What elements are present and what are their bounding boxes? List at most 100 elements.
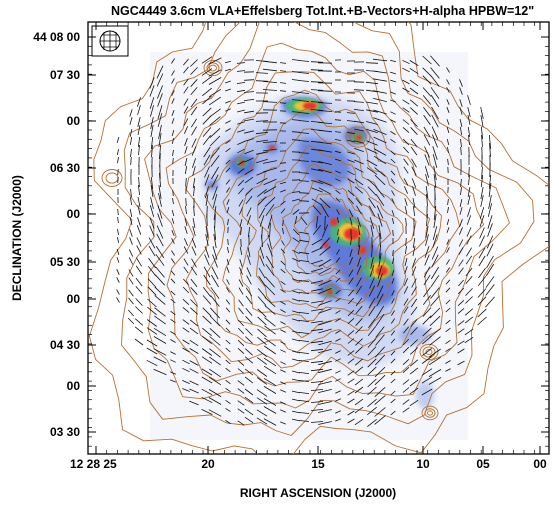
b-vector — [150, 176, 154, 190]
b-vector — [421, 356, 433, 364]
b-vector — [320, 237, 330, 249]
b-vector — [390, 138, 396, 144]
b-vector — [298, 360, 310, 362]
b-vector — [459, 199, 463, 207]
b-vector — [310, 421, 324, 423]
b-vector — [282, 227, 284, 235]
b-vector — [208, 409, 222, 417]
b-vector — [366, 159, 378, 167]
b-vector — [354, 378, 364, 386]
b-vector — [356, 265, 362, 275]
b-vector — [171, 230, 175, 236]
compact-source-contour — [421, 405, 439, 421]
b-vector — [310, 348, 324, 352]
b-vector — [237, 160, 245, 166]
b-vector — [318, 300, 332, 306]
b-vector — [129, 209, 133, 217]
b-vector — [237, 168, 245, 174]
b-vector — [256, 397, 268, 405]
b-vector — [425, 174, 429, 186]
b-vector — [466, 227, 472, 237]
b-vector — [239, 259, 243, 267]
b-vector — [237, 400, 245, 406]
b-vector — [392, 249, 394, 257]
b-vector — [355, 197, 363, 207]
b-vector — [445, 299, 451, 305]
beam-ellipse-icon — [99, 30, 121, 52]
b-vector — [190, 106, 198, 116]
b-vector — [225, 327, 231, 333]
b-vector — [321, 224, 329, 238]
b-vector — [447, 158, 449, 166]
b-vector — [135, 265, 143, 275]
b-vector — [402, 379, 410, 385]
b-vector — [373, 155, 387, 165]
b-vector — [280, 421, 286, 425]
b-vector — [298, 272, 310, 274]
b-vector — [411, 266, 417, 276]
b-vector — [190, 307, 198, 315]
b-vector — [116, 269, 120, 275]
b-vector — [192, 226, 196, 236]
b-vector — [348, 209, 354, 217]
b-vector — [390, 170, 396, 176]
b-vector — [238, 307, 244, 315]
b-vector — [172, 197, 174, 205]
b-vector — [137, 205, 141, 215]
b-vector — [335, 197, 341, 203]
b-vector — [311, 168, 323, 172]
b-vector — [128, 289, 134, 297]
b-vector — [267, 243, 273, 257]
b-vector — [226, 199, 230, 205]
b-vector — [367, 358, 377, 368]
b-vector — [347, 370, 355, 376]
b-vector — [377, 213, 383, 227]
b-vector — [480, 174, 484, 188]
b-vector — [423, 134, 431, 146]
b-vector — [479, 235, 485, 247]
b-vector — [263, 148, 277, 152]
b-vector — [311, 160, 323, 164]
b-vector — [321, 204, 329, 218]
b-vector — [244, 169, 254, 175]
b-vector — [146, 339, 158, 347]
b-vector — [402, 79, 410, 85]
compact-source-contour — [425, 349, 433, 356]
b-vector — [318, 381, 332, 385]
b-vector — [116, 257, 120, 263]
b-vector — [310, 61, 324, 63]
b-vector — [485, 263, 495, 277]
b-vector — [335, 338, 341, 342]
b-vector — [208, 376, 222, 386]
b-vector — [347, 178, 355, 184]
b-vector — [445, 339, 451, 345]
compact-source-contour — [203, 59, 223, 77]
b-vector — [191, 146, 197, 156]
b-vector — [422, 347, 432, 357]
b-vector — [279, 162, 287, 164]
b-vector — [375, 346, 385, 358]
b-vector — [355, 346, 363, 354]
b-vector — [335, 257, 341, 263]
b-vector — [171, 118, 175, 124]
b-vector — [403, 158, 409, 166]
b-vector — [379, 232, 381, 248]
b-vector — [243, 79, 255, 81]
b-vector — [377, 265, 383, 279]
b-vector — [209, 356, 221, 366]
b-vector — [467, 187, 471, 197]
b-vector — [255, 80, 269, 82]
b-vector — [265, 276, 275, 288]
b-vector — [403, 326, 409, 334]
b-vector — [184, 126, 188, 134]
b-vector — [156, 65, 164, 79]
b-vector — [429, 315, 441, 327]
b-vector — [227, 218, 229, 226]
b-vector — [238, 279, 244, 287]
b-vector — [298, 392, 310, 394]
b-vector — [459, 227, 463, 235]
b-vector — [409, 60, 419, 66]
b-vector — [209, 348, 221, 358]
b-vector — [192, 166, 196, 176]
